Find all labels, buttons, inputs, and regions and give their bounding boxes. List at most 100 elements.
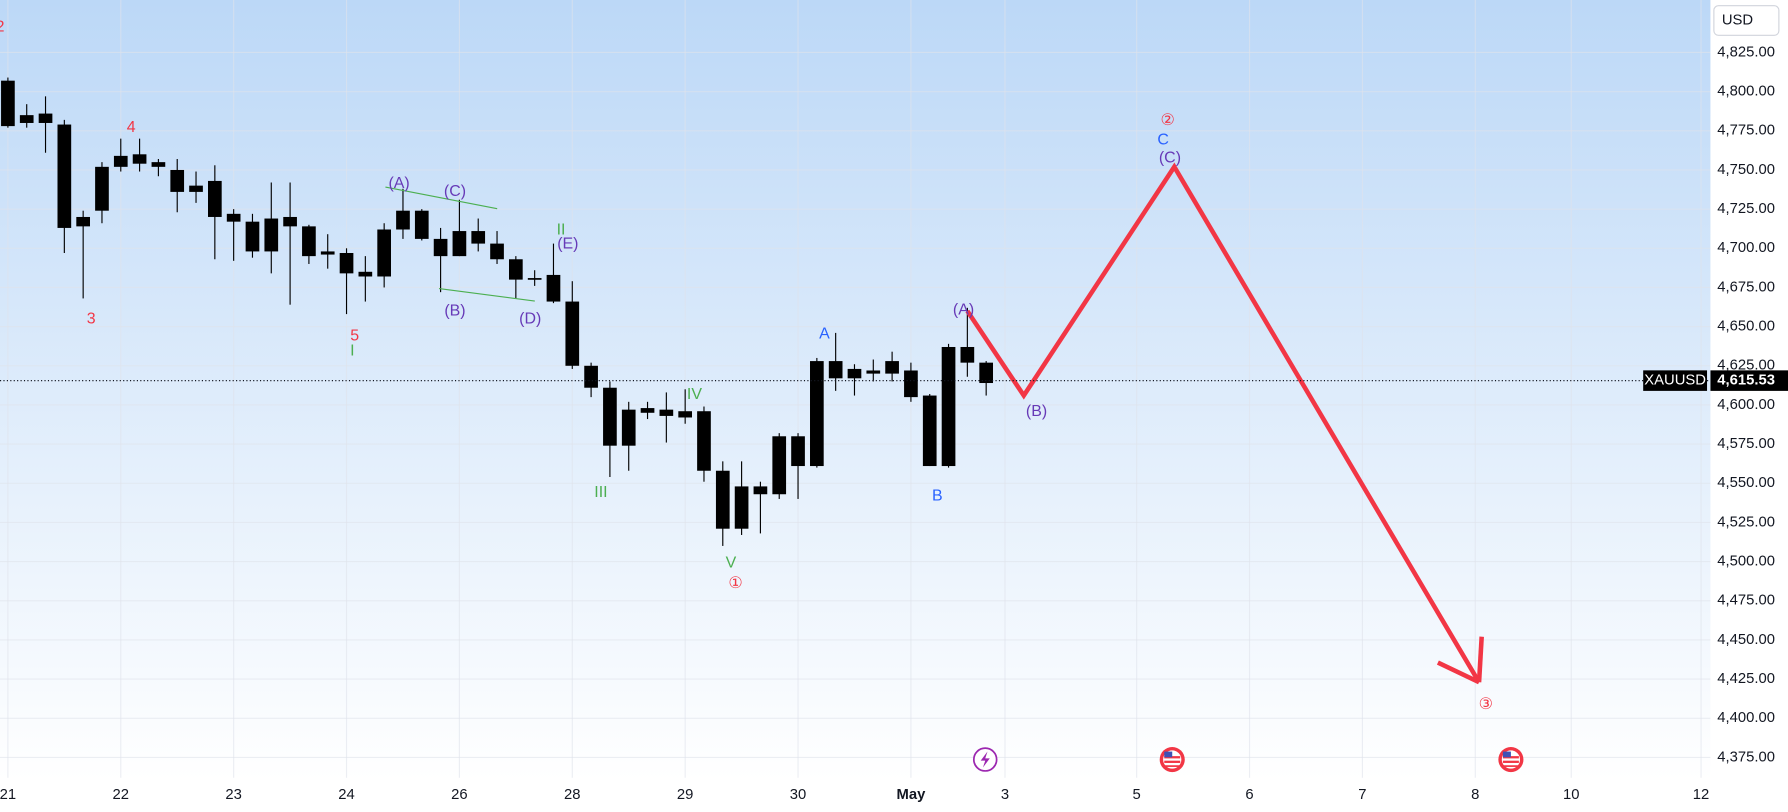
symbol-tag: XAUUSD [1644, 373, 1706, 389]
candle-body [189, 185, 203, 192]
y-tick-label: 4,625.00 [1717, 358, 1775, 374]
candle-body [847, 368, 862, 379]
y-tick-label: 4,550.00 [1717, 475, 1775, 491]
candle-body [621, 409, 636, 446]
trendline [385, 186, 498, 210]
trendline [438, 287, 535, 302]
x-tick-label: 10 [1563, 787, 1579, 803]
candle-body [941, 346, 956, 467]
candle-body [546, 274, 561, 302]
candle-body [734, 486, 749, 529]
candle-body [828, 361, 843, 379]
currency-button[interactable] [1713, 5, 1780, 36]
candle-body [753, 486, 768, 495]
candle-body [320, 251, 335, 255]
time-axis [0, 780, 1711, 812]
y-tick-label: 4,425.00 [1717, 671, 1775, 687]
x-tick-label: 22 [113, 787, 129, 803]
wave-label: III [594, 484, 607, 501]
y-tick-label: 4,575.00 [1717, 436, 1775, 452]
wave-label: II [557, 222, 566, 239]
y-tick-label: 4,600.00 [1717, 397, 1775, 413]
wave-label: V [726, 555, 737, 572]
y-tick-label: 4,375.00 [1717, 749, 1775, 765]
y-tick-label: 4,675.00 [1717, 279, 1775, 295]
candle-body [76, 216, 90, 227]
candle-body [979, 362, 994, 384]
candle-body [640, 408, 655, 413]
wave-label: (C) [444, 183, 466, 200]
projection [965, 162, 1484, 685]
currency: USD [1722, 12, 1753, 28]
plot-background [0, 0, 1711, 781]
candle-body [377, 229, 391, 277]
symbol-tag-bg [1643, 370, 1708, 391]
x-tick-label: 7 [1358, 787, 1366, 803]
candle-body [113, 155, 128, 167]
candle-body [715, 470, 730, 529]
wave-label: (B) [1026, 403, 1047, 420]
flag-icon [1159, 746, 1185, 773]
candle-body [659, 409, 674, 416]
x-tick-label: 5 [1133, 787, 1141, 803]
candle-body [339, 252, 354, 274]
candle-body [810, 361, 824, 467]
candle-body [527, 278, 542, 280]
y-tick-label: 4,500.00 [1717, 554, 1775, 570]
candle-body [264, 218, 279, 252]
candle-body [697, 411, 711, 471]
candle-body [396, 210, 410, 230]
y-tick-label: 4,725.00 [1717, 201, 1775, 217]
candle-body [433, 238, 448, 257]
wave-label: ① [728, 575, 742, 592]
x-tick-label: 6 [1245, 787, 1253, 803]
wave-label: 3 [87, 311, 96, 328]
x-tick-label: 29 [677, 787, 693, 803]
x-tick-label: 28 [564, 787, 580, 803]
candle-body [509, 259, 523, 280]
candle-body [866, 370, 881, 374]
candle-body [471, 231, 486, 244]
candle-body [885, 361, 899, 374]
wave-label: (C) [1159, 150, 1181, 167]
y-tick-label: 4,700.00 [1717, 240, 1775, 256]
candle-body [19, 115, 34, 123]
y-tick-label: 4,450.00 [1717, 632, 1775, 648]
y-tick-label: 4,750.00 [1717, 162, 1775, 178]
candle-body [1, 80, 15, 127]
annotations: 2 4 3 5I (A) (C) II(E) (B) (D) III IV V ① A B (A) (B) ② C (… [0, 19, 1493, 713]
x-tick-label: May [897, 787, 927, 803]
x-tick-label: 12 [1693, 787, 1709, 803]
candle-body [208, 180, 222, 217]
wave-label: 4 [127, 119, 136, 136]
candle-body [302, 226, 316, 257]
wave-label: (A) [953, 301, 974, 318]
candle-body [245, 221, 260, 252]
wave-label: B [932, 487, 943, 504]
candle-body [414, 210, 429, 239]
projection-arrowhead [1436, 660, 1481, 685]
candle-body [170, 169, 185, 192]
candle-body [151, 162, 166, 167]
x-tick-label: 8 [1471, 787, 1479, 803]
candle-body [283, 216, 297, 227]
candle-body [960, 346, 975, 363]
wave-label: ② [1161, 112, 1175, 129]
price-axis [1710, 0, 1788, 812]
candles [1, 77, 994, 546]
y-tick-label: 4,400.00 [1717, 710, 1775, 726]
price-tag: 4,615.53 [1717, 373, 1775, 389]
y-tick-label: 4,525.00 [1717, 514, 1775, 530]
wave-label: ③ [1479, 696, 1493, 713]
x-tick-label: 30 [790, 787, 806, 803]
wave-label: C [1157, 131, 1169, 148]
wave-label: (D) [519, 311, 541, 328]
candle-body [584, 365, 598, 388]
wave-label: (B) [444, 303, 465, 320]
grid [0, 0, 1711, 778]
candle-body [452, 231, 467, 257]
candle-body [678, 411, 693, 418]
x-tick-label: 23 [225, 787, 241, 803]
